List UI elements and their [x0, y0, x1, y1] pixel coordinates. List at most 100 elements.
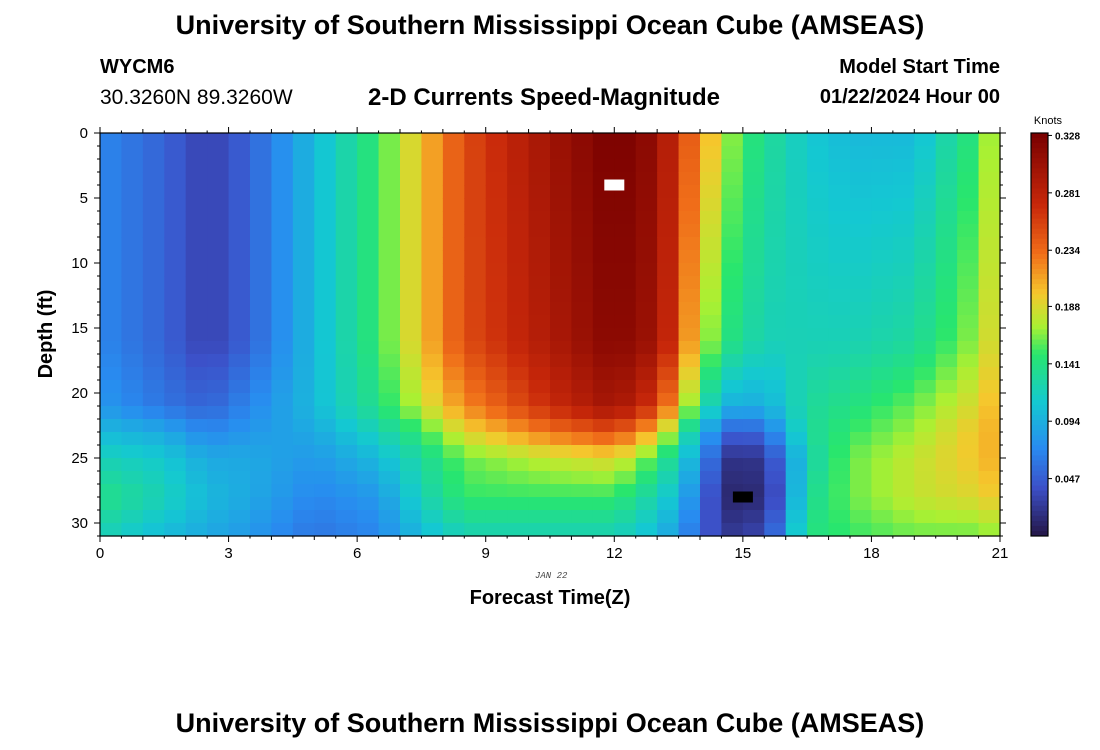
- heatmap-cell: [100, 172, 123, 186]
- heatmap-cell: [164, 289, 187, 303]
- heatmap-cell: [421, 185, 444, 199]
- heatmap-cell: [121, 159, 144, 173]
- heatmap-cell: [742, 458, 765, 472]
- heatmap-cell: [271, 354, 294, 368]
- heatmap-cell: [850, 250, 873, 264]
- heatmap-cell: [657, 458, 680, 472]
- heatmap-cell: [357, 237, 380, 251]
- heatmap-cell: [185, 380, 208, 394]
- heatmap-cell: [314, 523, 337, 537]
- heatmap-cell: [892, 445, 915, 459]
- heatmap-cell: [678, 406, 701, 420]
- heatmap-cell: [785, 341, 808, 355]
- heatmap-cell: [100, 159, 123, 173]
- heatmap-cell: [121, 445, 144, 459]
- heatmap-cell: [314, 237, 337, 251]
- heatmap-cell: [271, 159, 294, 173]
- heatmap-cell: [914, 393, 937, 407]
- heatmap-cell: [678, 289, 701, 303]
- heatmap-cell: [871, 172, 894, 186]
- heatmap-cell: [164, 510, 187, 524]
- heatmap-cell: [571, 302, 594, 316]
- heatmap-cell: [957, 198, 980, 212]
- heatmap-cell: [507, 224, 530, 238]
- heatmap-cell: [785, 484, 808, 498]
- heatmap-cell: [614, 497, 637, 511]
- heatmap-cell: [550, 250, 573, 264]
- heatmap-cell: [421, 315, 444, 329]
- heatmap-cell: [271, 224, 294, 238]
- heatmap-cell: [442, 172, 465, 186]
- heatmap-cell: [935, 445, 958, 459]
- heatmap-cell: [742, 367, 765, 381]
- heatmap-cell: [357, 315, 380, 329]
- heatmap-cell: [528, 159, 551, 173]
- heatmap-cell: [700, 263, 723, 277]
- heatmap-cell: [914, 471, 937, 485]
- heatmap-cell: [700, 406, 723, 420]
- heatmap-cell: [207, 263, 230, 277]
- heatmap-cell: [250, 237, 273, 251]
- heatmap-cell: [485, 198, 508, 212]
- heatmap-cell: [507, 237, 530, 251]
- heatmap-cell: [292, 146, 315, 160]
- heatmap-cell: [507, 419, 530, 433]
- heatmap-cell: [250, 406, 273, 420]
- heatmap-cell: [850, 393, 873, 407]
- heatmap-cell: [442, 211, 465, 225]
- heatmap-cell: [850, 354, 873, 368]
- heatmap-cell: [807, 419, 830, 433]
- heatmap-cell: [828, 406, 851, 420]
- colorbar-segment: [1031, 163, 1048, 169]
- heatmap-cell: [400, 185, 423, 199]
- heatmap-cell: [592, 432, 615, 446]
- heatmap-cell: [528, 367, 551, 381]
- heatmap-cell: [657, 497, 680, 511]
- heatmap-cell: [721, 328, 744, 342]
- colorbar-segment: [1031, 399, 1048, 406]
- heatmap-cell: [185, 276, 208, 290]
- colorbar-segment: [1031, 213, 1048, 220]
- heatmap-cell: [400, 263, 423, 277]
- heatmap-cell: [957, 211, 980, 225]
- heatmap-cell: [635, 458, 658, 472]
- heatmap-cell: [335, 341, 358, 355]
- heatmap-cell: [507, 354, 530, 368]
- colorbar-segment: [1031, 208, 1048, 215]
- heatmap-cell: [871, 419, 894, 433]
- heatmap-cell: [207, 419, 230, 433]
- heatmap-cell: [400, 341, 423, 355]
- heatmap-cell: [807, 497, 830, 511]
- heatmap-cell: [250, 224, 273, 238]
- heatmap-cell: [250, 341, 273, 355]
- heatmap-cell: [142, 406, 165, 420]
- heatmap-cell: [721, 224, 744, 238]
- heatmap-cell: [271, 523, 294, 537]
- heatmap-cell: [721, 445, 744, 459]
- heatmap-cell: [314, 341, 337, 355]
- heatmap-cell: [292, 172, 315, 186]
- heatmap-cell: [871, 354, 894, 368]
- heatmap-cell: [914, 146, 937, 160]
- heatmap-cell: [335, 432, 358, 446]
- heatmap-cell: [550, 445, 573, 459]
- heatmap-cell: [871, 497, 894, 511]
- heatmap-cell: [892, 250, 915, 264]
- heatmap-cell: [700, 133, 723, 147]
- heatmap-cell: [914, 406, 937, 420]
- heatmap-cell: [185, 328, 208, 342]
- heatmap-cell: [207, 380, 230, 394]
- heatmap-cell: [828, 367, 851, 381]
- heatmap-cell: [571, 406, 594, 420]
- y-tick-label: 15: [71, 320, 88, 337]
- y-tick-label: 25: [71, 450, 88, 467]
- heatmap-cell: [271, 471, 294, 485]
- heatmap-cell: [807, 289, 830, 303]
- heatmap-cell: [614, 146, 637, 160]
- heatmap-cell: [228, 471, 251, 485]
- heatmap-cell: [571, 289, 594, 303]
- heatmap-cell: [721, 302, 744, 316]
- heatmap-cell: [571, 146, 594, 160]
- heatmap-cell: [700, 250, 723, 264]
- heatmap-cell: [550, 172, 573, 186]
